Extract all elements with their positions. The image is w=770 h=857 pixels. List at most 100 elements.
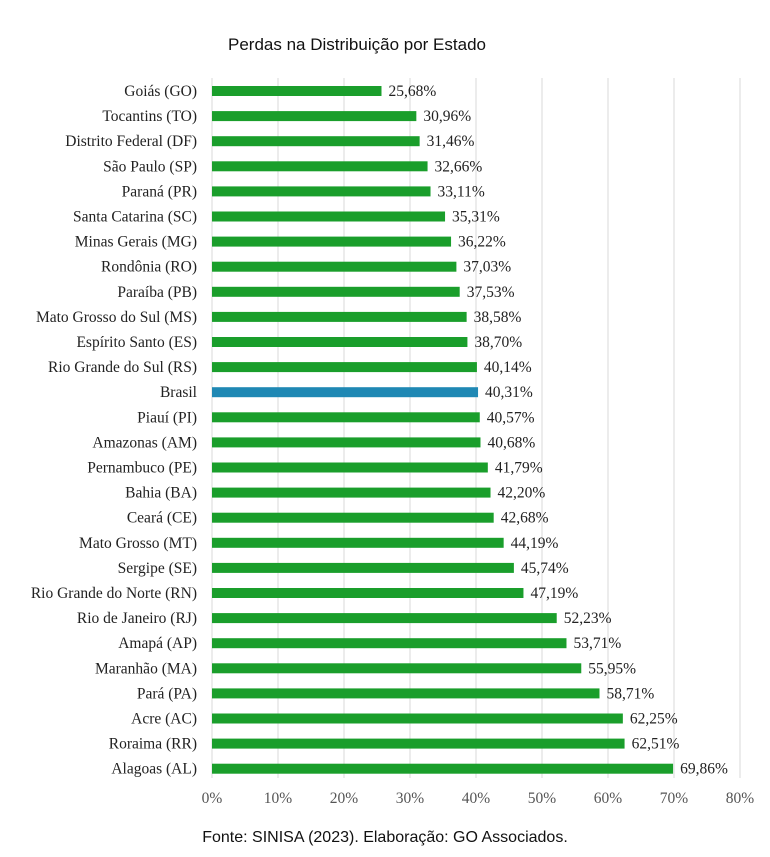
bar <box>212 437 481 448</box>
value-labels: 25,68% 30,96% 31,46% 32,66% 33,11% 35,31% 36,2… <box>388 83 727 778</box>
x-tick-label: 70% <box>660 790 689 807</box>
category-label: Rio Grande do Norte (RN) <box>31 585 197 602</box>
x-tick-label: 50% <box>528 790 557 807</box>
bar <box>212 613 557 624</box>
value-label: 31,46% <box>427 133 475 150</box>
bar <box>212 337 468 347</box>
bar <box>212 136 420 147</box>
bar <box>212 512 494 523</box>
chart-title: Perdas na Distribuição por Estado <box>228 35 486 54</box>
source-note: Fonte: SINISA (2023). Elaboração: GO Ass… <box>202 829 568 846</box>
value-label: 44,19% <box>511 535 559 552</box>
x-tick-label: 30% <box>396 790 425 807</box>
category-label: Sergipe (SE) <box>118 560 197 577</box>
bar <box>212 738 625 749</box>
bar <box>212 412 480 423</box>
value-label: 38,58% <box>474 309 522 326</box>
bar <box>212 311 467 322</box>
value-label: 55,95% <box>588 660 636 677</box>
bar <box>212 236 452 247</box>
value-label: 32,66% <box>435 158 483 175</box>
value-label: 33,11% <box>438 183 485 200</box>
bar <box>212 462 488 473</box>
bar <box>212 638 567 649</box>
value-label: 41,79% <box>495 460 543 477</box>
category-label: Espírito Santo (ES) <box>76 334 197 351</box>
category-label: Pará (PA) <box>137 685 197 702</box>
bar <box>212 562 514 573</box>
bar <box>212 161 428 172</box>
category-label: Rio Grande do Sul (RS) <box>48 359 197 376</box>
x-tick-label: 10% <box>264 790 293 807</box>
x-tick-label: 20% <box>330 790 359 807</box>
category-label: Pernambuco (PE) <box>87 460 197 477</box>
category-label: Bahia (BA) <box>125 485 197 502</box>
value-label: 42,68% <box>501 510 549 527</box>
value-label: 40,57% <box>487 409 535 426</box>
bar <box>212 111 417 122</box>
category-label: Distrito Federal (DF) <box>65 133 197 150</box>
category-label: Ceará (CE) <box>127 510 197 527</box>
bar <box>212 211 446 222</box>
category-label: Minas Gerais (MG) <box>75 234 197 251</box>
category-label: Mato Grosso (MT) <box>79 535 197 552</box>
value-label: 69,86% <box>680 761 728 778</box>
category-label: Tocantins (TO) <box>102 108 197 125</box>
bar <box>212 763 674 774</box>
bar <box>212 362 477 373</box>
category-label: São Paulo (SP) <box>103 158 197 175</box>
category-label: Piauí (PI) <box>137 409 197 426</box>
category-label: Alagoas (AL) <box>111 761 197 778</box>
value-label: 42,20% <box>498 485 546 502</box>
category-label: Rondônia (RO) <box>101 259 197 276</box>
category-label: Amazonas (AM) <box>92 434 197 451</box>
x-tick-label: 80% <box>726 790 755 807</box>
x-axis-ticks: 0% 10% 20% 30% 40% 50% 60% 70% 80% <box>202 790 755 807</box>
value-label: 52,23% <box>564 610 612 627</box>
value-label: 37,03% <box>463 259 511 276</box>
category-label: Paraná (PR) <box>122 183 197 200</box>
value-label: 25,68% <box>388 83 436 100</box>
category-label: Goiás (GO) <box>124 83 197 100</box>
value-label: 36,22% <box>458 234 506 251</box>
bar <box>212 261 457 272</box>
value-label: 40,14% <box>484 359 532 376</box>
category-label: Maranhão (MA) <box>95 660 197 677</box>
value-label: 30,96% <box>423 108 471 125</box>
category-label: Acre (AC) <box>131 711 197 728</box>
value-label: 53,71% <box>573 635 621 652</box>
bars <box>212 86 674 774</box>
value-label: 58,71% <box>606 685 654 702</box>
value-label: 62,25% <box>630 711 678 728</box>
bar <box>212 387 479 398</box>
category-label: Brasil <box>160 384 197 401</box>
bar <box>212 663 582 674</box>
x-tick-label: 60% <box>594 790 623 807</box>
value-label: 45,74% <box>521 560 569 577</box>
bar <box>212 86 382 96</box>
value-label: 37,53% <box>467 284 515 301</box>
bar <box>212 588 524 598</box>
category-label: Santa Catarina (SC) <box>73 209 197 226</box>
bar <box>212 286 460 297</box>
bar <box>212 186 431 197</box>
category-label: Amapá (AP) <box>118 635 197 652</box>
bar <box>212 537 504 548</box>
bar <box>212 713 623 724</box>
value-label: 40,68% <box>487 434 535 451</box>
category-label: Rio de Janeiro (RJ) <box>77 610 197 627</box>
category-label: Paraíba (PB) <box>117 284 197 301</box>
value-label: 35,31% <box>452 209 500 226</box>
value-label: 38,70% <box>474 334 522 351</box>
category-label: Mato Grosso do Sul (MS) <box>36 309 197 326</box>
bar <box>212 487 491 498</box>
bar <box>212 688 600 699</box>
x-tick-label: 0% <box>202 790 223 807</box>
category-label: Roraima (RR) <box>109 736 197 753</box>
value-label: 47,19% <box>530 585 578 602</box>
value-label: 62,51% <box>632 736 680 753</box>
category-labels: Goiás (GO) Tocantins (TO) Distrito Federal… <box>31 83 197 778</box>
x-tick-label: 40% <box>462 790 491 807</box>
value-label: 40,31% <box>485 384 533 401</box>
